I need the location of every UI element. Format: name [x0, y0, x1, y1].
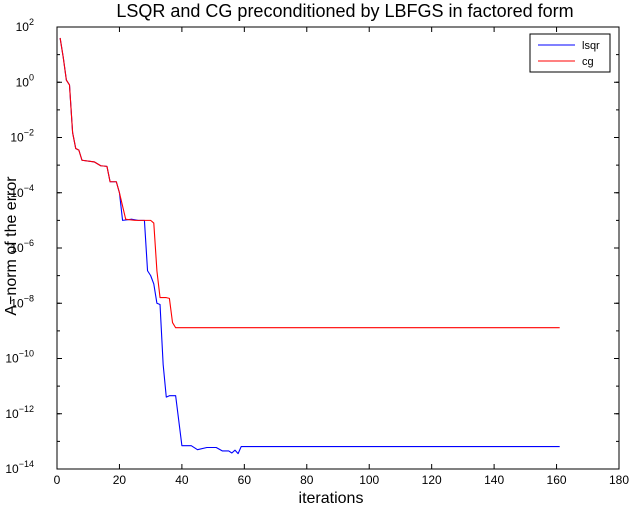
series-line-cg — [59, 37, 560, 329]
y-tick-label: 10−14 — [5, 459, 34, 476]
legend-label-cg: cg — [582, 56, 594, 68]
y-tick-label: 10−4 — [10, 183, 34, 200]
x-tick-label: 180 — [609, 473, 629, 487]
x-tick-label: 60 — [238, 473, 252, 487]
y-axis-label: A−norm of the error — [3, 176, 20, 316]
axes-box — [56, 26, 620, 470]
x-tick-label: 80 — [300, 473, 314, 487]
x-tick-label: 120 — [422, 473, 442, 487]
y-tick-label: 10−12 — [5, 404, 34, 421]
y-tick-label: 100 — [16, 72, 34, 89]
x-tick-label: 20 — [113, 473, 127, 487]
x-axis-label: iterations — [299, 490, 364, 506]
legend-label-lsqr: lsqr — [582, 40, 600, 52]
legend: lsqr cg — [529, 33, 611, 73]
legend-box — [529, 33, 611, 73]
y-tick-label: 10−8 — [10, 293, 34, 310]
y-tick-label: 102 — [16, 17, 34, 34]
plot-area: 0 20 40 60 80 100 120 140 160 180 102 100 10−2 10−4 10… — [5, 17, 629, 487]
y-tick-label: 10−10 — [5, 349, 34, 366]
x-tick-label: 0 — [54, 473, 61, 487]
x-tick-label: 140 — [484, 473, 504, 487]
x-tick-label: 160 — [547, 473, 567, 487]
y-tick-label: 10−6 — [10, 238, 34, 255]
chart-title: LSQR and CG preconditioned by LBFGS in f… — [116, 1, 573, 21]
y-tick-label: 10−2 — [10, 128, 34, 145]
x-tick-label: 40 — [175, 473, 189, 487]
series-group — [59, 37, 560, 455]
x-tick-label: 100 — [359, 473, 379, 487]
